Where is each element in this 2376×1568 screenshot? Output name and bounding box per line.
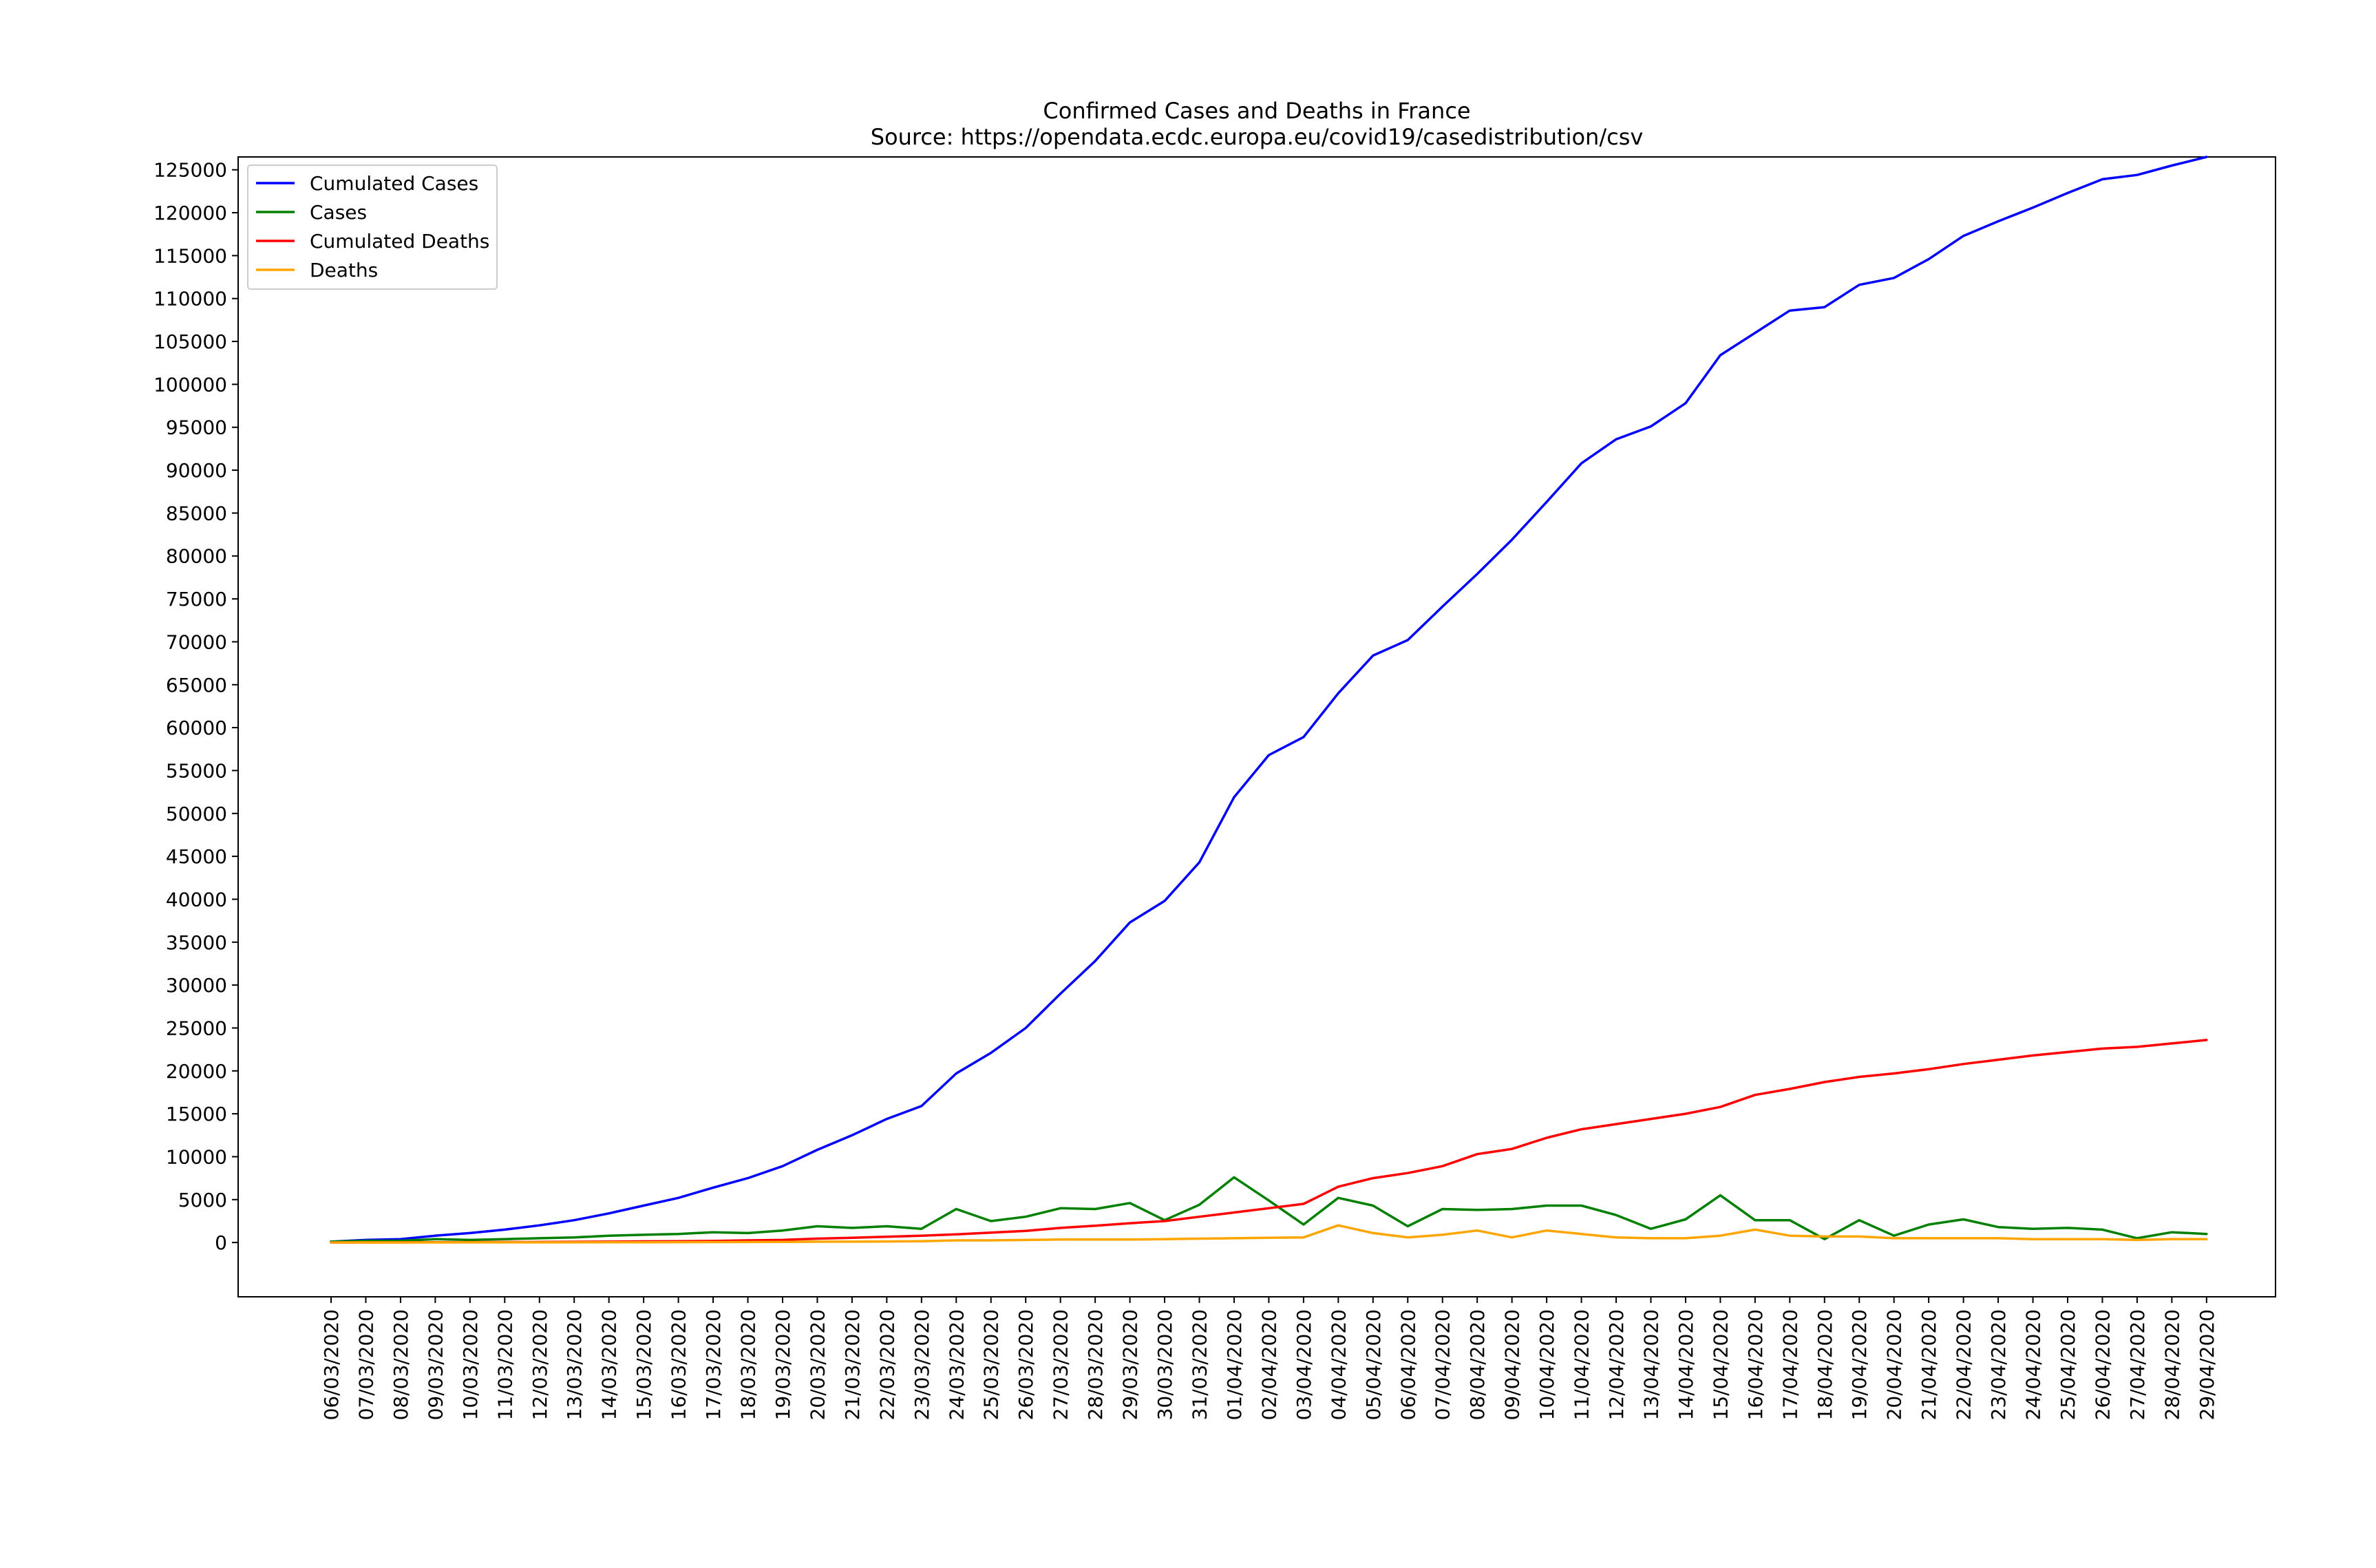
x-tick-label: 19/03/2020 — [772, 1309, 794, 1420]
x-tick-label: 20/04/2020 — [1883, 1309, 1906, 1420]
series-layer — [330, 156, 2208, 1244]
x-tick-label: 13/03/2020 — [563, 1309, 586, 1420]
x-tick-label: 20/03/2020 — [806, 1309, 829, 1420]
x-tick-label: 14/04/2020 — [1675, 1309, 1697, 1420]
y-tick-label: 120000 — [153, 202, 227, 224]
x-tick-label: 29/04/2020 — [2196, 1309, 2218, 1420]
x-tick-label: 12/04/2020 — [1605, 1309, 1628, 1420]
x-tick-label: 10/04/2020 — [1536, 1309, 1558, 1420]
x-tick-label: 17/03/2020 — [702, 1309, 725, 1420]
chart-title: Confirmed Cases and Deaths in France — [1043, 98, 1470, 124]
series-line-cumulated-cases — [330, 156, 2208, 1243]
x-tick-label: 08/03/2020 — [390, 1309, 412, 1420]
y-tick-label: 70000 — [166, 631, 227, 653]
x-tick-label: 28/04/2020 — [2161, 1309, 2183, 1420]
x-tick-label: 12/03/2020 — [529, 1309, 551, 1420]
x-tick-label: 14/03/2020 — [598, 1309, 621, 1420]
x-tick-label: 16/03/2020 — [668, 1309, 690, 1420]
plot-area — [237, 156, 2276, 1297]
x-tick-label: 27/04/2020 — [2126, 1309, 2149, 1420]
x-tick-label: 11/03/2020 — [494, 1309, 516, 1420]
y-tick-label: 5000 — [178, 1189, 227, 1211]
x-tick-label: 03/04/2020 — [1293, 1309, 1315, 1420]
y-tick-label: 85000 — [166, 502, 227, 525]
y-tick-label: 90000 — [166, 459, 227, 482]
x-tick-label: 17/04/2020 — [1779, 1309, 1801, 1420]
x-tick-label: 06/04/2020 — [1397, 1309, 1419, 1420]
y-tick-label: 55000 — [166, 759, 227, 782]
x-tick-label: 02/04/2020 — [1258, 1309, 1280, 1420]
y-tick-label: 50000 — [166, 803, 227, 825]
x-tick-label: 25/04/2020 — [2057, 1309, 2079, 1420]
x-tick-label: 22/04/2020 — [1953, 1309, 1975, 1420]
y-tick-label: 115000 — [153, 244, 227, 267]
y-tick-label: 40000 — [166, 888, 227, 911]
y-tick-label: 100000 — [153, 373, 227, 396]
x-tick-label: 21/04/2020 — [1918, 1309, 1940, 1420]
legend-box — [247, 165, 498, 290]
x-tick-label: 26/03/2020 — [1015, 1309, 1037, 1420]
legend-label: Deaths — [310, 259, 378, 282]
x-tick-label: 23/03/2020 — [911, 1309, 933, 1420]
x-axis: 06/03/2020 07/03/2020 08/03/2020 09/03/2020… — [320, 1297, 2218, 1420]
y-tick-label: 45000 — [166, 845, 227, 868]
y-tick-label: 30000 — [166, 974, 227, 997]
series-line-cases — [330, 1176, 2208, 1243]
x-tick-label: 19/04/2020 — [1848, 1309, 1871, 1420]
y-tick-label: 0 — [215, 1231, 227, 1254]
x-tick-label: 10/03/2020 — [459, 1309, 482, 1420]
legend: Cumulated Cases Cases Cumulated Deaths Deat… — [247, 165, 498, 290]
legend-label: Cases — [310, 201, 367, 224]
x-tick-label: 25/03/2020 — [980, 1309, 1003, 1420]
x-tick-label: 30/03/2020 — [1154, 1309, 1176, 1420]
y-tick-label: 65000 — [166, 674, 227, 697]
x-tick-label: 15/04/2020 — [1709, 1309, 1732, 1420]
x-tick-label: 27/03/2020 — [1050, 1309, 1072, 1420]
x-tick-label: 07/03/2020 — [354, 1309, 377, 1420]
x-tick-label: 15/03/2020 — [633, 1309, 655, 1420]
x-tick-label: 18/03/2020 — [737, 1309, 760, 1420]
x-tick-label: 18/04/2020 — [1814, 1309, 1836, 1420]
x-tick-label: 05/04/2020 — [1362, 1309, 1385, 1420]
x-tick-label: 23/04/2020 — [1987, 1309, 2010, 1420]
series-line-deaths — [330, 1224, 2208, 1244]
x-tick-label: 24/04/2020 — [2022, 1309, 2045, 1420]
x-tick-label: 11/04/2020 — [1571, 1309, 1593, 1420]
y-tick-label: 105000 — [153, 330, 227, 353]
y-tick-label: 75000 — [166, 588, 227, 611]
x-tick-label: 04/04/2020 — [1327, 1309, 1350, 1420]
x-tick-label: 21/03/2020 — [841, 1309, 864, 1420]
y-tick-label: 10000 — [166, 1145, 227, 1168]
x-tick-label: 26/04/2020 — [2091, 1309, 2114, 1420]
y-tick-label: 20000 — [166, 1060, 227, 1083]
y-tick-label: 35000 — [166, 931, 227, 954]
x-tick-label: 06/03/2020 — [320, 1309, 343, 1420]
y-tick-label: 110000 — [153, 288, 227, 310]
x-tick-label: 22/03/2020 — [876, 1309, 898, 1420]
legend-label: Cumulated Cases — [310, 172, 478, 195]
y-axis: 0 5000 10000 15000 20000 25000 30000 35000 40000… — [153, 159, 238, 1254]
x-tick-label: 16/04/2020 — [1744, 1309, 1767, 1420]
x-tick-label: 31/03/2020 — [1189, 1309, 1211, 1420]
legend-label: Cumulated Deaths — [310, 230, 489, 253]
x-tick-label: 09/04/2020 — [1501, 1309, 1524, 1420]
y-tick-label: 25000 — [166, 1017, 227, 1039]
y-tick-label: 80000 — [166, 545, 227, 568]
chart-subtitle: Source: https://opendata.ecdc.europa.eu/… — [871, 124, 1644, 150]
y-tick-label: 125000 — [153, 159, 227, 182]
y-tick-label: 15000 — [166, 1103, 227, 1125]
x-tick-label: 13/04/2020 — [1640, 1309, 1662, 1420]
x-tick-label: 29/03/2020 — [1119, 1309, 1142, 1420]
x-tick-label: 09/03/2020 — [424, 1309, 447, 1420]
x-tick-label: 01/04/2020 — [1223, 1309, 1246, 1420]
x-tick-label: 07/04/2020 — [1432, 1309, 1454, 1420]
y-tick-label: 95000 — [166, 416, 227, 439]
y-tick-label: 60000 — [166, 717, 227, 739]
x-tick-label: 28/03/2020 — [1084, 1309, 1107, 1420]
x-tick-label: 08/04/2020 — [1466, 1309, 1489, 1420]
plot-frame — [237, 156, 2276, 1297]
x-tick-label: 24/03/2020 — [945, 1309, 968, 1420]
